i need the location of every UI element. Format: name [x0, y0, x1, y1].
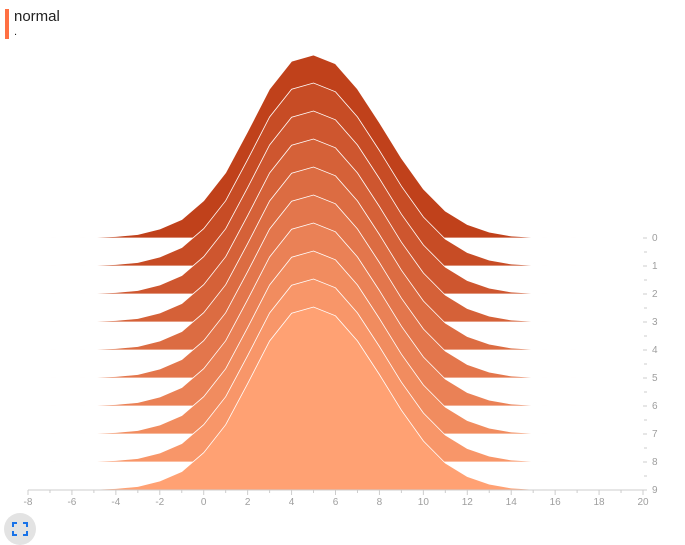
x-tick-label: 4 [289, 497, 295, 508]
step-label: 7 [652, 429, 658, 440]
fullscreen-icon [12, 522, 28, 536]
chart-title: normal [14, 8, 60, 25]
step-label: 9 [652, 485, 658, 496]
step-axis: 0 1 2 3 4 5 6 7 8 9 [643, 233, 658, 496]
x-tick-label: 18 [594, 497, 606, 508]
x-tick-label: 6 [333, 497, 339, 508]
step-label: 5 [652, 373, 658, 384]
ridge-step-9 [28, 306, 643, 491]
step-label: 8 [652, 457, 658, 468]
step-label: 6 [652, 401, 658, 412]
x-tick-label: -4 [111, 497, 120, 508]
x-tick-label: -6 [67, 497, 76, 508]
x-tick-label: 8 [377, 497, 383, 508]
x-tick-label: 14 [506, 497, 518, 508]
x-tick-label: -2 [155, 497, 164, 508]
x-tick-label: 16 [550, 497, 562, 508]
chart-subtitle: . [14, 26, 18, 38]
x-tick-label: 0 [201, 497, 207, 508]
step-label: 0 [652, 233, 658, 244]
x-axis: -8 -6 -4 -2 0 2 4 6 8 10 12 14 16 18 20 [24, 489, 649, 508]
fullscreen-button[interactable] [4, 513, 36, 545]
step-label: 2 [652, 289, 658, 300]
x-tick-label: 12 [462, 497, 474, 508]
x-tick-label: -8 [24, 497, 33, 508]
step-label: 3 [652, 317, 658, 328]
x-tick-label: 2 [245, 497, 251, 508]
x-tick-label: 20 [637, 497, 649, 508]
step-label: 4 [652, 345, 658, 356]
step-label: 1 [652, 261, 658, 272]
x-tick-label: 10 [418, 497, 430, 508]
ridges [28, 54, 643, 491]
accent-bar [5, 9, 9, 39]
